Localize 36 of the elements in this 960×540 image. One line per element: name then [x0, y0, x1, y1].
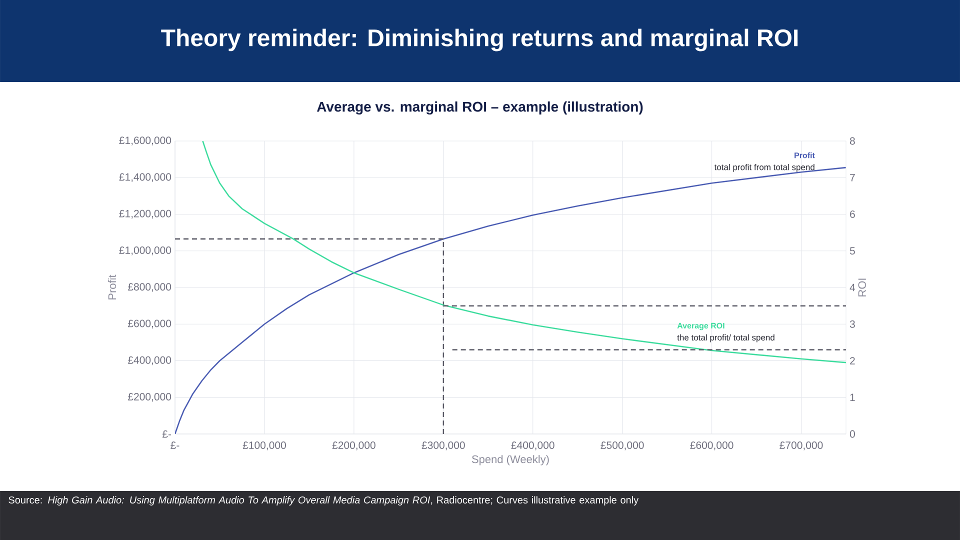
- chart-subtitle: Average vs. marginal ROI – example (illustration): [316, 101, 643, 115]
- x-tick-label: £500,000: [600, 442, 644, 450]
- y-tick-label: £1,400,000: [119, 173, 172, 182]
- x-tick-label: £600,000: [690, 442, 734, 450]
- y-axis-title: Profit: [108, 274, 116, 300]
- y-tick-label: £200,000: [128, 393, 172, 402]
- y2-tick-label: 6: [850, 210, 855, 218]
- y2-tick-label: 2: [850, 357, 855, 364]
- y-tick-label: £1,000,000: [119, 246, 172, 256]
- y-tick-label: £400,000: [128, 356, 172, 366]
- y-tick-label: £-: [162, 430, 172, 438]
- x-tick-label: £700,000: [780, 442, 823, 450]
- y2-tick-label: 5: [850, 247, 855, 255]
- x-axis-title: Spend (Weekly): [472, 455, 549, 466]
- annotation: the total profit/ total spend: [677, 334, 774, 342]
- y-tick-label: £1,600,000: [119, 136, 172, 146]
- y2-tick-label: 7: [850, 174, 855, 182]
- y2-tick-label: 3: [850, 320, 855, 328]
- y2-tick-label: 4: [850, 284, 856, 292]
- chart-title: Theory reminder: Diminishing returns and marginal ROI: [161, 28, 798, 52]
- y2-tick-label: 8: [850, 137, 855, 145]
- y-tick-label: £800,000: [128, 283, 172, 292]
- y-tick-label: £600,000: [128, 320, 172, 328]
- source-note: Source: High Gain Audio: Using Multiplatform Audio To Amplify Overall Media Campaign ROI, Radiocentre; Curves illustrative example only: [8, 496, 639, 506]
- y2-tick-label: 1: [850, 394, 855, 401]
- x-tick-label: £400,000: [511, 442, 554, 450]
- annotation: total profit from total spend: [714, 164, 814, 172]
- y2-axis-title: ROI: [858, 278, 866, 296]
- x-tick-label: £200,000: [332, 442, 376, 450]
- series-label: Average ROI: [677, 322, 724, 330]
- y-tick-label: £1,200,000: [119, 210, 172, 219]
- y2-tick-label: 0: [850, 430, 855, 438]
- x-tick-label: £300,000: [422, 442, 465, 450]
- series-label: Profit: [794, 152, 815, 158]
- x-tick-label: £100,000: [242, 442, 286, 450]
- x-tick-label: £-: [170, 442, 180, 449]
